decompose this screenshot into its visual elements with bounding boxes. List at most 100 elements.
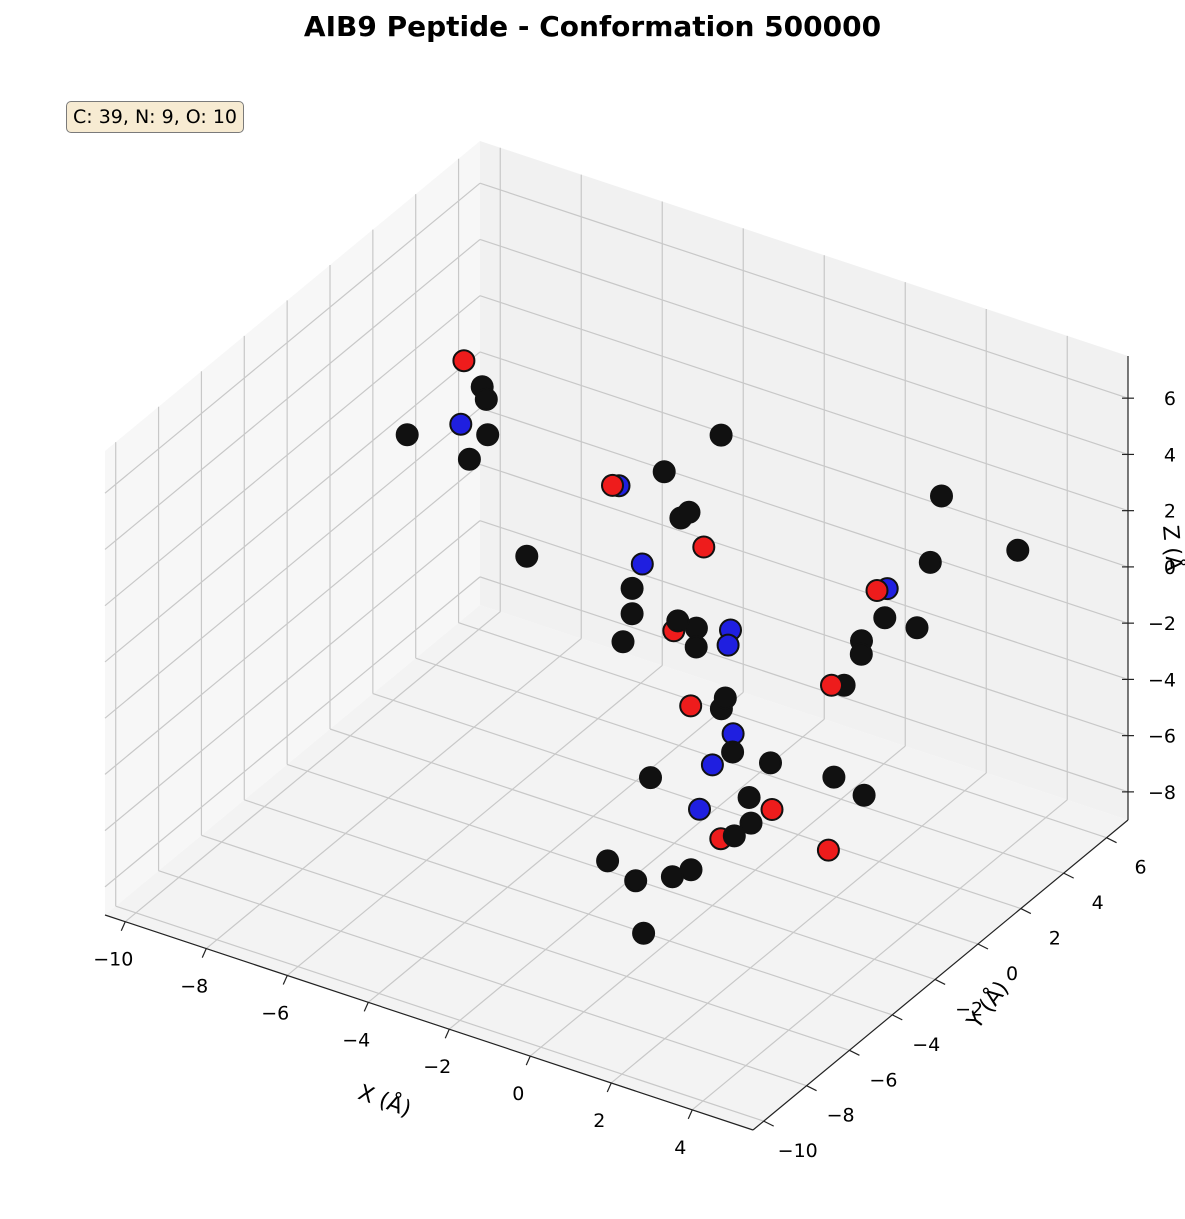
atom-point-O — [452, 349, 476, 373]
atom-point-C — [905, 616, 929, 640]
y-grid-floor — [244, 799, 893, 1016]
atom-point-O — [760, 798, 784, 821]
atom-point-C — [474, 387, 498, 411]
x-grid-floor — [286, 665, 663, 976]
y-tick-label: −6 — [869, 1069, 897, 1091]
x-tick-mark — [606, 1082, 612, 1093]
data-points — [395, 349, 1030, 945]
atom-point-N — [630, 552, 654, 576]
z-tick-label: 2 — [1164, 501, 1176, 523]
z-grid-left — [104, 576, 481, 888]
atom-point-C — [476, 423, 500, 447]
atom-point-C — [395, 423, 419, 447]
atom-point-C — [666, 609, 690, 633]
x-tick-mark — [444, 1028, 450, 1039]
atom-point-C — [684, 635, 708, 659]
z-tick-label: −4 — [1148, 669, 1176, 691]
y-tick-label: −4 — [912, 1034, 940, 1056]
x-axis-line — [104, 914, 754, 1131]
z-grid-back — [479, 576, 1129, 793]
atom-point-C — [632, 921, 656, 945]
y-tick-mark — [1106, 837, 1117, 844]
atom-point-C — [660, 865, 684, 889]
atom-point-C — [721, 740, 745, 764]
atom-point-O — [820, 673, 843, 697]
z-grid-left — [104, 238, 481, 550]
atom-point-C — [457, 447, 481, 471]
z-grid-back — [479, 182, 1129, 399]
z-grid-back — [479, 407, 1129, 624]
atom-point-C — [852, 783, 876, 807]
x-grid-floor — [529, 745, 906, 1057]
y-tick-label: −2 — [955, 998, 983, 1020]
z-axis-label: Z (Å — [1157, 524, 1185, 572]
x-tick-mark — [687, 1109, 693, 1120]
atom-point-N — [449, 412, 473, 436]
x-tick-mark — [201, 948, 207, 958]
grid-lines — [104, 147, 1129, 1122]
atom-point-C — [739, 811, 763, 835]
x-tick-mark — [525, 1055, 531, 1066]
y-tick-mark — [1063, 872, 1074, 879]
y-tick-mark — [892, 1014, 903, 1021]
x-grid-floor — [691, 799, 1068, 1111]
atom-point-N — [716, 633, 740, 657]
atom-point-C — [677, 500, 701, 524]
y-tick-label: 0 — [1006, 963, 1018, 985]
y-grid-floor — [201, 834, 850, 1051]
y-grid-floor — [286, 763, 936, 980]
y-tick-label: −8 — [827, 1105, 855, 1127]
z-grid-back — [479, 238, 1129, 455]
x-tick-mark — [363, 1002, 369, 1012]
x-tick-label: −10 — [93, 949, 133, 971]
y-tick-mark — [977, 943, 989, 950]
z-grid-left — [104, 463, 481, 775]
atom-point-O — [679, 694, 703, 718]
z-grid-back — [479, 351, 1129, 568]
atom-point-C — [1006, 538, 1030, 562]
z-tick-label: −8 — [1148, 782, 1176, 804]
atom-point-C — [639, 766, 662, 790]
y-grid-floor — [329, 728, 979, 945]
z-tick-label: 6 — [1164, 388, 1176, 410]
x-tick-mark — [120, 921, 126, 931]
atom-point-N — [700, 753, 724, 777]
z-grid-back — [479, 463, 1129, 680]
y-grid-floor — [115, 905, 764, 1122]
atom-point-O — [601, 473, 624, 497]
atom-point-C — [596, 849, 620, 873]
left-pane — [105, 141, 480, 915]
x-tick-label: 4 — [674, 1137, 686, 1159]
x-tick-label: 2 — [593, 1110, 605, 1132]
axis-lines — [104, 356, 1129, 1131]
z-grid-left — [104, 407, 481, 719]
y-tick-label: 6 — [1135, 857, 1147, 879]
y-tick-mark — [849, 1049, 860, 1056]
x-tick-mark — [282, 975, 288, 985]
atom-point-C — [737, 786, 761, 809]
z-grid-back — [479, 520, 1129, 737]
atom-point-C — [624, 869, 648, 893]
y-grid-floor — [415, 657, 1064, 874]
y-grid-floor — [158, 870, 807, 1087]
y-tick-label: 2 — [1049, 928, 1061, 950]
y-tick-mark — [1020, 908, 1032, 915]
atom-point-C — [611, 630, 635, 654]
chart-title: AIB9 Peptide - Conformation 500000 — [303, 10, 882, 43]
y-tick-mark — [763, 1120, 774, 1127]
z-grid-left — [104, 182, 481, 494]
atom-point-C — [873, 606, 897, 630]
atom-point-C — [759, 751, 782, 775]
z-grid-back — [479, 295, 1129, 512]
y-axis-line — [752, 819, 1129, 1131]
x-tick-label: 0 — [512, 1083, 524, 1105]
x-axis-label: X (Å) — [355, 1079, 415, 1123]
y-tick-label: 4 — [1092, 892, 1104, 914]
x-tick-label: −6 — [261, 1002, 289, 1024]
atom-point-C — [930, 484, 953, 508]
y-tick-mark — [934, 978, 946, 985]
atom-point-C — [515, 544, 539, 568]
atom-point-C — [918, 550, 942, 574]
atom-point-C — [713, 686, 737, 710]
